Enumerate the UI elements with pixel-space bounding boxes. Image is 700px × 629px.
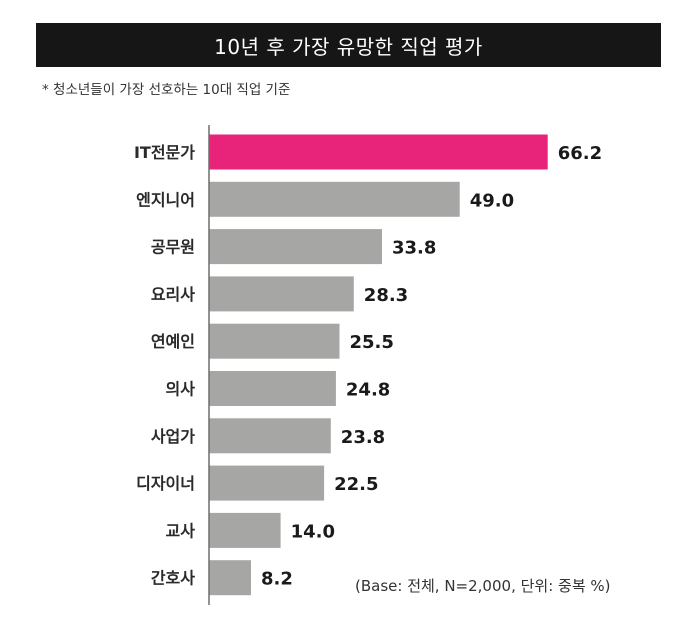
value-label: 25.5 [350, 332, 394, 353]
bar-5 [209, 323, 340, 359]
value-label: 33.8 [392, 238, 436, 259]
bar-8 [209, 465, 325, 501]
value-label: 24.8 [346, 380, 390, 401]
value-label: 66.2 [558, 143, 602, 164]
bar-7 [209, 418, 331, 454]
bar-4 [209, 276, 354, 312]
bar-10 [209, 560, 251, 596]
value-label: 49.0 [470, 190, 514, 211]
category-label: 연예인 [151, 332, 195, 351]
chart-subtitle: * 청소년들이 가장 선호하는 10대 직업 기준 [42, 82, 291, 98]
chart-title: 10년 후 가장 유망한 직업 평가 [36, 23, 661, 67]
bar-6 [209, 371, 336, 406]
category-label: 의사 [166, 380, 196, 399]
category-label: 디자이너 [136, 474, 195, 493]
value-label: 28.3 [364, 285, 408, 306]
category-label: 교사 [166, 521, 196, 540]
bar-1 [209, 134, 548, 170]
category-label: 공무원 [151, 238, 195, 257]
category-label: 사업가 [151, 427, 195, 446]
value-label: 23.8 [341, 427, 385, 448]
category-label: 엔지니어 [136, 190, 195, 209]
base-note: (Base: 전체, N=2,000, 단위: 중복 %) [355, 577, 611, 595]
category-label: IT전문가 [134, 143, 195, 162]
bar-9 [209, 512, 281, 548]
value-label: 8.2 [261, 569, 293, 590]
bar-3 [209, 229, 382, 265]
category-label: 간호사 [151, 569, 195, 588]
bar-2 [209, 181, 460, 217]
value-label: 22.5 [334, 474, 378, 495]
value-label: 14.0 [291, 521, 335, 542]
category-label: 요리사 [151, 285, 195, 304]
